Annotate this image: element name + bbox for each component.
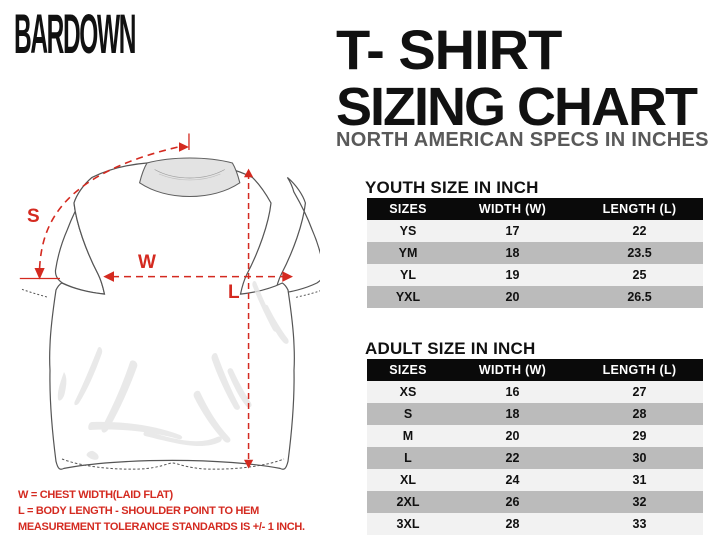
svg-text:L: L bbox=[228, 282, 240, 303]
svg-text:S: S bbox=[27, 206, 40, 227]
svg-text:W: W bbox=[138, 252, 156, 273]
